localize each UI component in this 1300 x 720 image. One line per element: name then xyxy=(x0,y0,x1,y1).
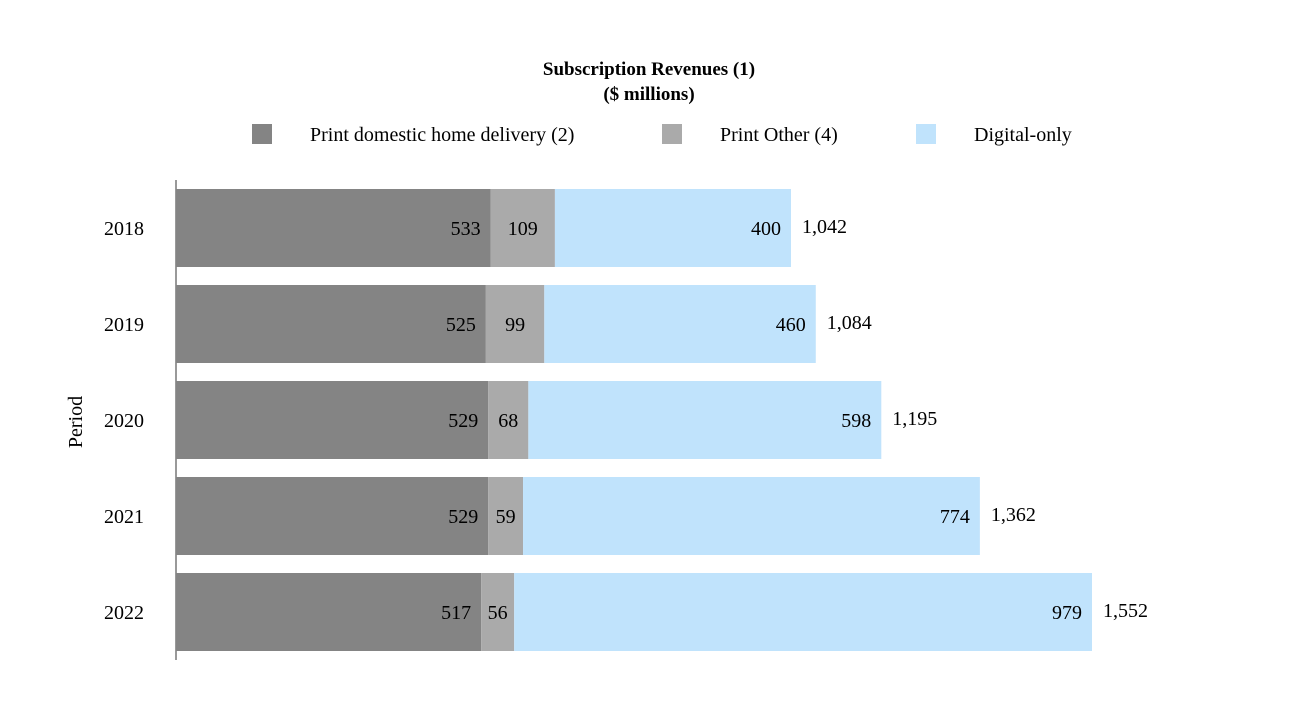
category-label-2020: 2020 xyxy=(104,410,144,432)
bar-2021-series-3 xyxy=(523,477,980,555)
total-label-2019: 1,084 xyxy=(827,312,872,334)
total-label-2021: 1,362 xyxy=(991,504,1036,526)
category-label-2019: 2019 xyxy=(104,314,144,336)
bar-2019-series-1 xyxy=(176,285,486,363)
total-label-2018: 1,042 xyxy=(802,216,847,238)
bar-2018-series-1 xyxy=(176,189,491,267)
data-label-2020-series-1: 529 xyxy=(448,410,478,432)
bar-2022-series-2 xyxy=(481,573,515,651)
data-label-2018-series-3: 400 xyxy=(751,218,781,240)
legend-swatch-3 xyxy=(916,124,936,144)
data-label-2020-series-2: 68 xyxy=(498,410,518,432)
data-label-2018-series-1: 533 xyxy=(451,218,481,240)
bar-2020-series-3 xyxy=(528,381,882,459)
data-label-2019-series-3: 460 xyxy=(776,314,806,336)
total-label-2022: 1,552 xyxy=(1103,600,1148,622)
bar-2021-series-1 xyxy=(176,477,489,555)
y-axis-label: Period xyxy=(65,396,87,448)
data-label-2020-series-3: 598 xyxy=(841,410,871,432)
category-label-2021: 2021 xyxy=(104,506,144,528)
legend-swatch-2 xyxy=(662,124,682,144)
chart-title: Subscription Revenues (1) xyxy=(543,59,755,80)
total-label-2020: 1,195 xyxy=(892,408,937,430)
bars-group: 2018 533 109 400 1,042 2019 525 99 460 1,084 2020 5… xyxy=(104,189,1148,651)
category-label-2022: 2022 xyxy=(104,602,144,624)
legend-label-2: Print Other (4) xyxy=(720,124,838,146)
data-label-2022-series-3: 979 xyxy=(1052,602,1082,624)
data-label-2021-series-3: 774 xyxy=(940,506,970,528)
legend-label-1: Print domestic home delivery (2) xyxy=(310,124,574,146)
bar-2020-series-1 xyxy=(176,381,489,459)
bar-2022-series-1 xyxy=(176,573,482,651)
legend-label-3: Digital-only xyxy=(974,124,1072,146)
chart-legend: Print domestic home delivery (2) Print Ot… xyxy=(252,124,1072,146)
data-label-2021-series-1: 529 xyxy=(448,506,478,528)
bar-2020-series-2 xyxy=(488,381,529,459)
bar-2022-series-3 xyxy=(514,573,1092,651)
data-label-2021-series-2: 59 xyxy=(496,506,516,528)
bar-2019-series-3 xyxy=(544,285,816,363)
data-label-2019-series-1: 525 xyxy=(446,314,476,336)
data-label-2018-series-2: 109 xyxy=(508,218,538,240)
bar-2018-series-3 xyxy=(554,189,791,267)
bar-2019-series-2 xyxy=(485,285,545,363)
bar-2021-series-2 xyxy=(488,477,524,555)
category-label-2018: 2018 xyxy=(104,218,144,240)
legend-swatch-1 xyxy=(252,124,272,144)
data-label-2022-series-1: 517 xyxy=(441,602,471,624)
chart-subtitle: ($ millions) xyxy=(603,84,694,105)
data-label-2022-series-2: 56 xyxy=(488,602,508,624)
bar-2018-series-2 xyxy=(490,189,555,267)
data-label-2019-series-2: 99 xyxy=(505,314,525,336)
